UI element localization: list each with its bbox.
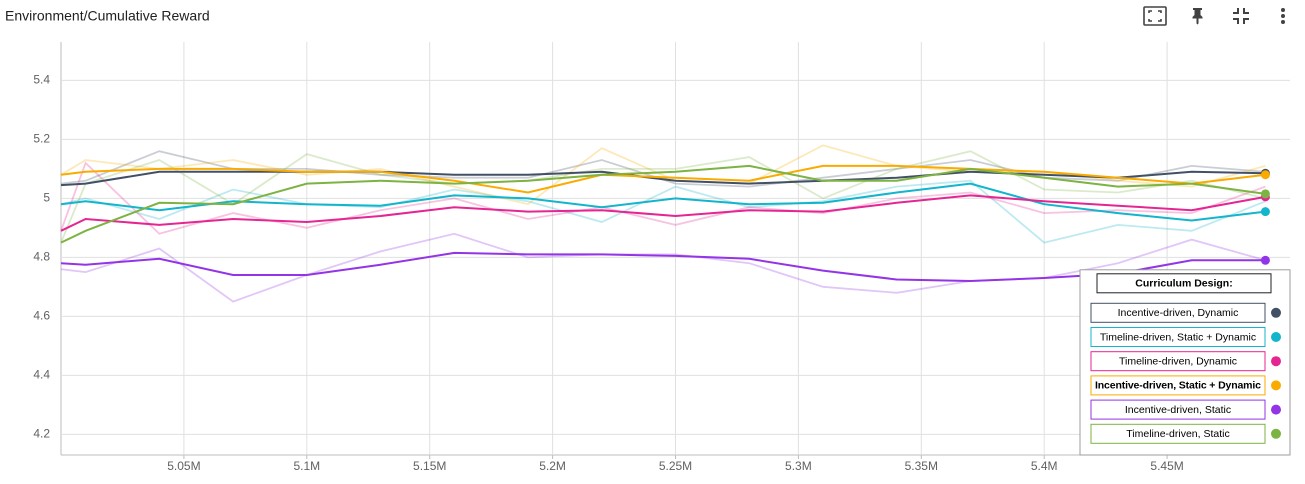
legend-title: Curriculum Design: — [1135, 278, 1232, 290]
y-tick-label: 4.4 — [33, 368, 50, 382]
legend-label: Incentive-driven, Static + Dynamic — [1095, 380, 1261, 392]
legend-entry-box — [1090, 399, 1266, 420]
legend: Curriculum Design: Incentive-driven, Dyna… — [1079, 269, 1291, 456]
smoothed-line — [60, 182, 1266, 222]
x-tick-label: 5.15M — [413, 459, 446, 473]
pin-button[interactable] — [1192, 8, 1203, 25]
y-tick-label: 5.4 — [33, 73, 50, 87]
fit-domain-button[interactable] — [1143, 6, 1167, 26]
x-tick-label: 5.05M — [167, 459, 200, 473]
legend-swatch — [1271, 404, 1281, 415]
legend-entry-box — [1090, 327, 1266, 347]
legend-swatch — [1271, 380, 1281, 391]
legend-swatch — [1271, 428, 1281, 439]
legend-title-box — [1096, 273, 1272, 294]
y-tick-label: 4.8 — [33, 250, 50, 264]
x-tick-label: 5.45M — [1150, 459, 1183, 473]
legend-label: Timeline-driven, Static + Dynamic — [1100, 331, 1256, 343]
more-button[interactable] — [1281, 8, 1285, 24]
legend-swatch — [1271, 307, 1281, 318]
plot-area — [60, 144, 1270, 303]
smoothed-line — [60, 194, 1266, 232]
collapse-button[interactable] — [1233, 8, 1249, 24]
y-tick-label: 5 — [43, 191, 50, 205]
legend-entry-box — [1090, 423, 1266, 444]
legend-swatch — [1271, 332, 1281, 342]
legend-label: Incentive-driven, Static — [1125, 404, 1231, 416]
legend-entry-box — [1090, 375, 1266, 396]
x-tick-label: 5.25M — [659, 459, 692, 473]
end-point — [1260, 207, 1270, 217]
x-tick-label: 5.2M — [539, 459, 566, 473]
smoothed-line — [60, 164, 1266, 194]
raw-line — [60, 150, 1266, 243]
y-tick-label: 4.2 — [33, 427, 50, 441]
y-tick-label: 5.2 — [33, 132, 50, 146]
legend-swatch — [1271, 356, 1281, 367]
x-tick-label: 5.4M — [1031, 459, 1058, 473]
end-point — [1260, 170, 1270, 180]
smoothed-line — [60, 251, 1266, 283]
chart-title: Environment/Cumulative Reward — [5, 8, 210, 24]
legend-entry-box — [1090, 351, 1266, 372]
y-tick-label: 4.6 — [33, 309, 50, 323]
raw-line — [60, 179, 1266, 244]
raw-line — [60, 161, 1266, 235]
end-point — [1260, 189, 1270, 199]
end-point — [1260, 255, 1270, 265]
grid: 4.2 4.4 4.6 4.8 5 5.2 5.4 5.05M 5.1M 5.15M 5.2M 5.2… — [33, 42, 1290, 473]
x-tick-label: 5.3M — [785, 459, 812, 473]
legend-label: Timeline-driven, Dynamic — [1119, 355, 1237, 367]
smoothed-line — [60, 164, 1266, 244]
legend-entry-box — [1090, 302, 1266, 323]
x-tick-label: 5.1M — [293, 459, 320, 473]
legend-label: Timeline-driven, Static — [1126, 428, 1229, 440]
legend-label: Incentive-driven, Dynamic — [1118, 307, 1239, 319]
x-tick-label: 5.35M — [905, 459, 938, 473]
